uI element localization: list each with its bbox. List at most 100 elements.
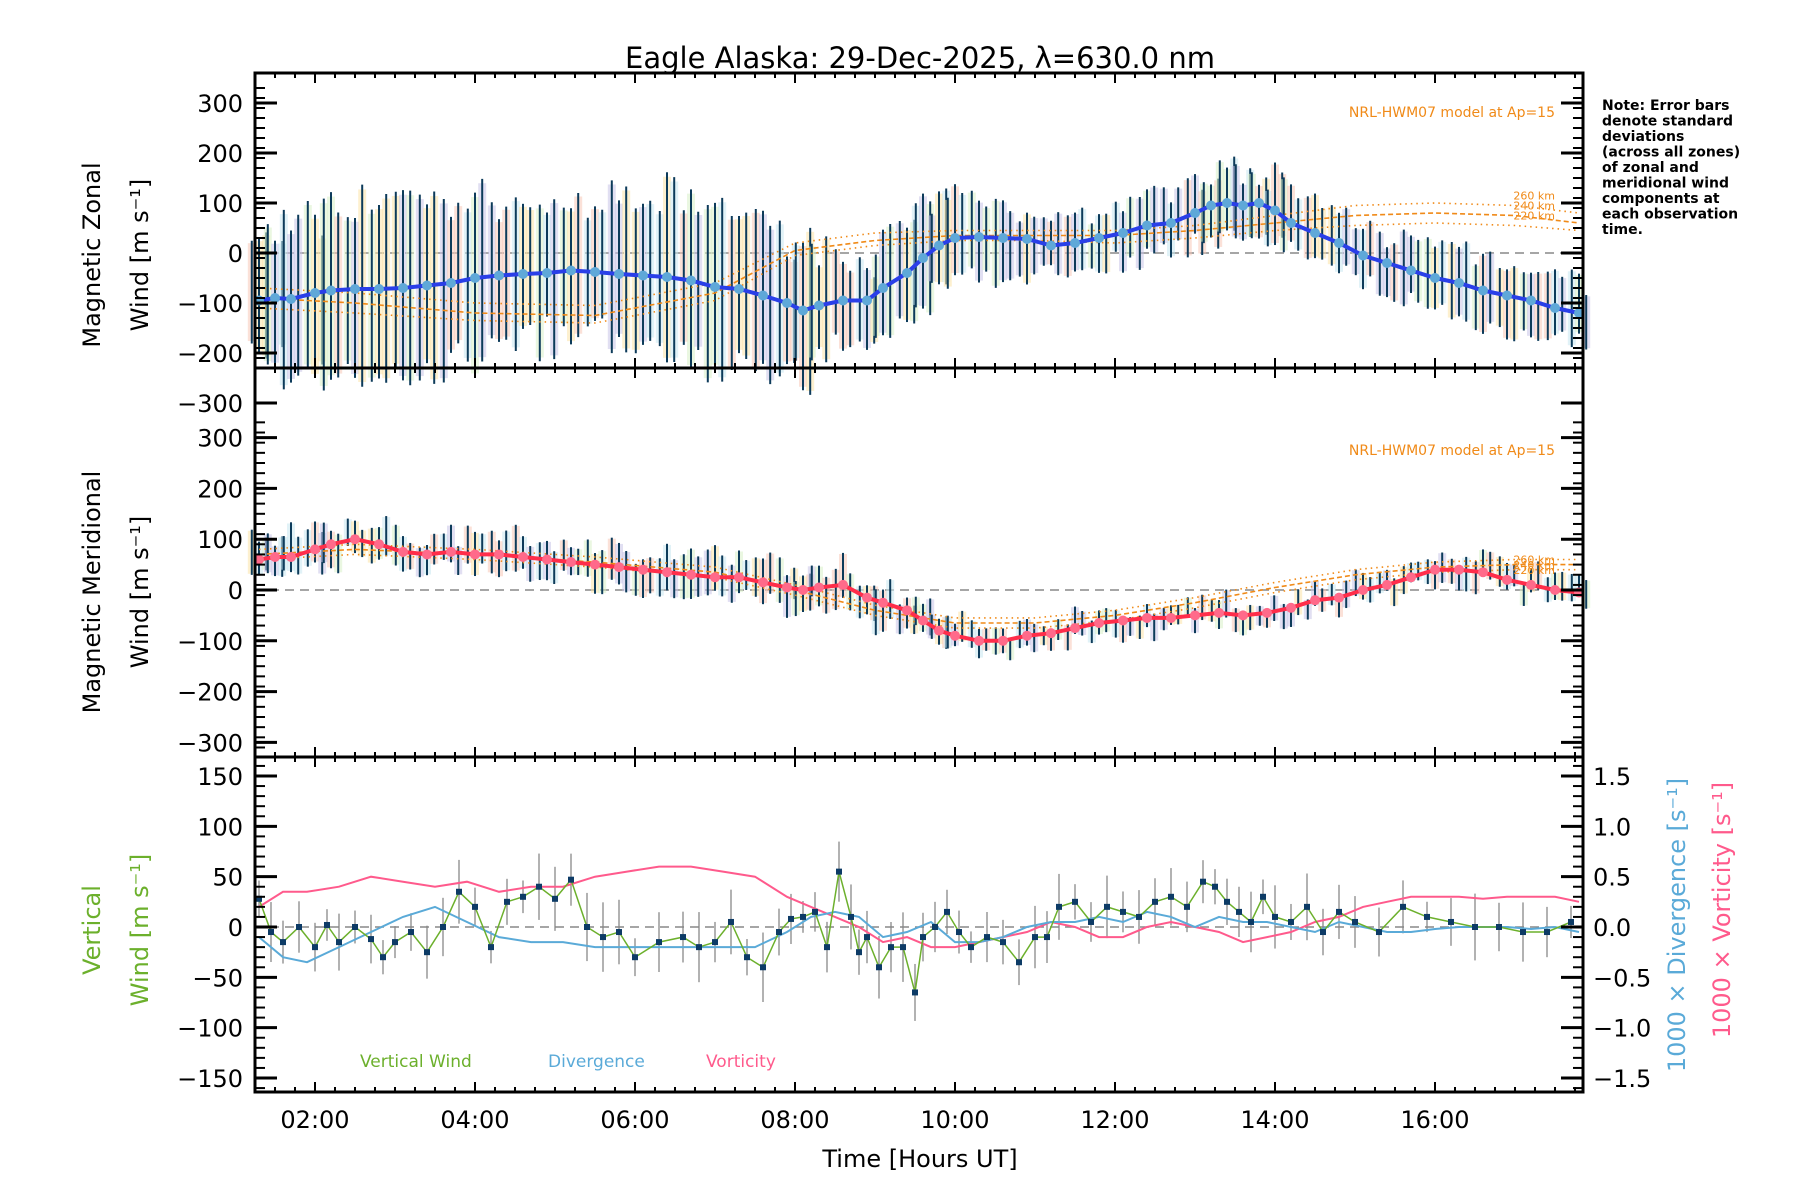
vertical-wind-point	[1236, 908, 1242, 915]
mean-wind-point	[518, 551, 528, 562]
mean-wind-point	[310, 288, 320, 298]
mean-wind-point	[878, 283, 888, 293]
model-line-220	[258, 222, 1580, 324]
right-tick-label: 1.5	[1593, 763, 1631, 791]
vertical-wind-point	[1044, 934, 1050, 941]
vertical-wind-point	[552, 895, 558, 902]
vertical-wind-point	[268, 929, 274, 936]
vertical-wind-point	[424, 949, 430, 956]
note-line: components at	[1602, 191, 1720, 207]
mean-wind-point	[1454, 278, 1464, 288]
mean-wind-point	[1270, 205, 1280, 216]
vertical-wind-point	[900, 944, 906, 951]
mean-wind-point	[326, 285, 336, 296]
mean-wind-point	[398, 283, 408, 293]
vertical-wind-point	[568, 876, 574, 883]
note-line: denote standard	[1602, 114, 1733, 130]
left-tick-label: −200	[177, 340, 243, 368]
mean-wind-point	[270, 551, 280, 562]
left-tick-label: 200	[197, 140, 243, 168]
note-line: time.	[1602, 222, 1643, 238]
mean-wind-point	[1046, 628, 1056, 639]
vertical-wind-point	[1304, 903, 1310, 910]
mean-wind-point	[1190, 208, 1200, 218]
mean-wind-point	[710, 572, 720, 583]
mean-wind-point	[934, 240, 944, 251]
vertical-wind-point	[1400, 903, 1406, 910]
mean-wind-point	[422, 549, 432, 560]
meridional-ylabel-line1: Magnetic Meridional	[78, 471, 106, 714]
mean-wind-point	[814, 300, 824, 311]
mean-wind-point	[998, 635, 1008, 646]
vertical-wind-point	[600, 934, 606, 941]
zonal-ylabel-line1: Magnetic Zonal	[78, 162, 106, 347]
vertical-ylabel-line1: Vertical	[78, 885, 106, 975]
mean-wind-point	[494, 270, 504, 281]
model-line-240	[258, 212, 1580, 317]
mean-wind-point	[1358, 585, 1368, 595]
vertical-wind-point	[472, 903, 478, 910]
vertical-wind-point	[856, 949, 862, 956]
mean-wind-point	[782, 582, 792, 593]
vertical-wind-point	[1184, 903, 1190, 910]
vertical-wind-point	[408, 929, 414, 936]
vertical-wind-point	[1568, 918, 1574, 925]
mean-wind-point	[1166, 218, 1176, 228]
vertical-wind-point	[1200, 878, 1206, 885]
vertical-wind-point	[1320, 929, 1326, 936]
mean-wind-point	[590, 267, 600, 277]
model-line-260	[258, 543, 1579, 619]
vertical-wind-point	[584, 924, 590, 930]
mean-wind-point	[918, 253, 928, 263]
vertical-wind-point	[848, 913, 854, 920]
mean-wind-point	[518, 269, 528, 279]
mean-wind-point	[326, 539, 336, 550]
mean-wind-point	[1214, 607, 1224, 618]
chart-title: Eagle Alaska: 29-Dec-2025, λ=630.0 nm	[625, 41, 1215, 75]
vertical-wind-point	[1016, 959, 1022, 966]
vertical-wind-point	[1120, 908, 1126, 915]
mean-wind-point	[974, 232, 984, 242]
vertical-wind-point	[312, 944, 318, 951]
mean-wind-point	[1526, 579, 1536, 590]
left-tick-label: 0	[228, 240, 243, 268]
mean-wind-point	[838, 579, 848, 590]
mean-wind-point	[566, 265, 576, 276]
vertical-wind-point	[520, 893, 526, 900]
x-tick-label: 14:00	[1240, 1106, 1309, 1134]
vertical-wind-point	[912, 989, 918, 996]
model-altitude-label: 220 km	[1513, 210, 1555, 223]
mean-wind-point	[950, 630, 960, 641]
vertical-wind-point	[1152, 898, 1158, 905]
mean-wind-point	[1142, 612, 1152, 623]
mean-wind-point	[1478, 285, 1488, 296]
left-tick-label: −200	[177, 679, 243, 707]
mean-wind-point	[1406, 572, 1416, 583]
vertical-wind-point	[536, 883, 542, 890]
mean-wind-point	[542, 268, 552, 278]
vertical-wind-point	[280, 939, 286, 946]
vertical-wind-point	[968, 944, 974, 951]
x-axis: 02:00 04:00 06:00 08:00 10:00 12:00 14:00 16:00	[280, 1106, 1469, 1134]
mean-wind-point	[446, 546, 456, 557]
vertical-wind-point	[696, 944, 702, 951]
x-tick-label: 02:00	[280, 1106, 349, 1134]
mean-wind-point	[814, 582, 824, 593]
mean-wind-point	[374, 539, 384, 550]
mean-wind-point	[1430, 273, 1440, 283]
model-line-220	[258, 553, 1579, 629]
vertical-wind-point	[1212, 883, 1218, 890]
divergence-ylabel: 1000 × Divergence [s⁻¹]	[1663, 778, 1691, 1072]
mean-wind-point	[494, 549, 504, 560]
mean-wind-point	[1142, 220, 1152, 231]
right-tick-label: 0.0	[1593, 914, 1631, 942]
model-line-260	[258, 202, 1580, 307]
mean-wind-point	[1286, 602, 1296, 613]
mean-wind-point	[1310, 595, 1320, 606]
left-tick-label: −100	[177, 290, 243, 318]
mean-wind-point	[1238, 610, 1248, 621]
